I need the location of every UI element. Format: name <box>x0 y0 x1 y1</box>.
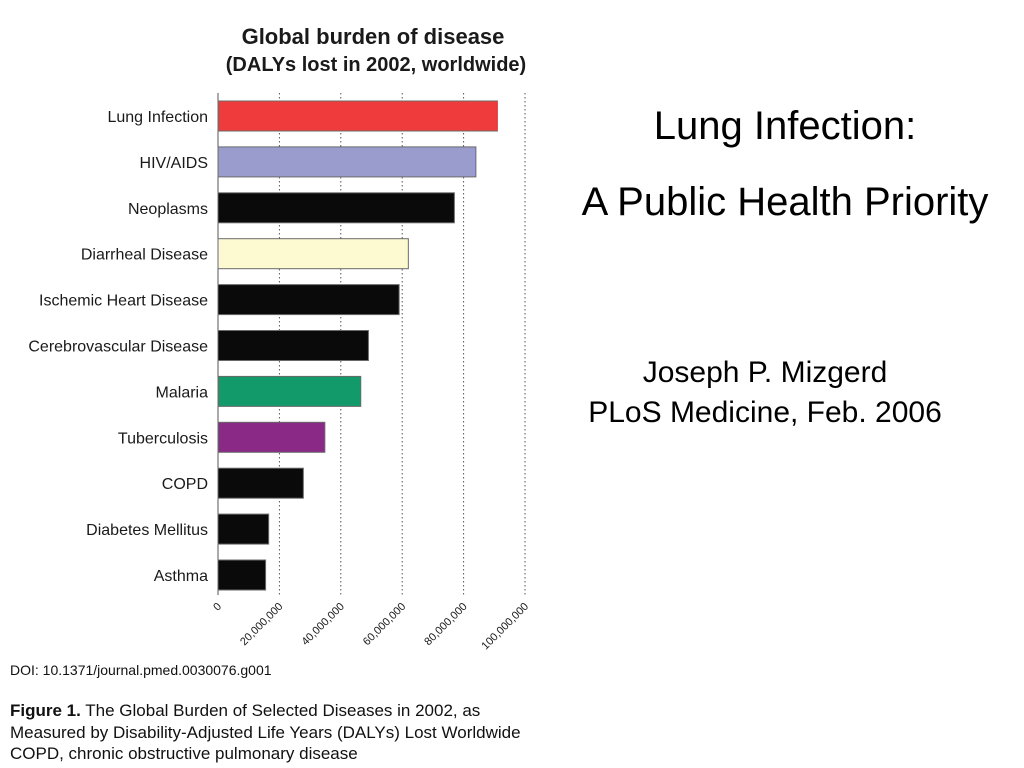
category-label: COPD <box>162 476 208 493</box>
category-label: Asthma <box>154 568 208 585</box>
x-tick-label: 80,000,000 <box>422 601 469 648</box>
bar <box>217 100 498 132</box>
citation-author: Joseph P. Mizgerd <box>642 356 888 389</box>
slide-title-line2: A Public Health Priority <box>581 180 989 224</box>
bar <box>217 421 326 453</box>
category-label: Diarrheal Disease <box>81 247 208 264</box>
category-label: Diabetes Mellitus <box>86 522 208 539</box>
caption-text: The Global Burden of Selected Diseases i… <box>10 701 521 742</box>
figure-doi: DOI: 10.1371/journal.pmed.0030076.g001 <box>10 662 272 678</box>
chart-title: Global burden of disease <box>242 24 505 49</box>
bars <box>217 100 498 591</box>
x-tick-label: 20,000,000 <box>238 601 285 648</box>
category-label: Tuberculosis <box>118 430 208 447</box>
figure-caption: Figure 1. The Global Burden of Selected … <box>10 700 550 744</box>
disease-burden-chart: Global burden of disease (DALYs lost in … <box>28 24 531 653</box>
x-axis-ticks: 0 20,000,000 40,000,000 60,000,000 80,000,00… <box>211 601 531 653</box>
category-label: HIV/AIDS <box>140 155 208 172</box>
bar <box>217 284 400 316</box>
category-label: Malaria <box>156 384 209 401</box>
slide-title-line1: Lung Infection: <box>653 104 917 148</box>
category-label: Ischemic Heart Disease <box>39 293 208 310</box>
citation-journal: PLoS Medicine, Feb. 2006 <box>588 396 942 429</box>
x-tick-label: 100,000,000 <box>479 601 531 653</box>
bar <box>217 467 304 499</box>
bar <box>217 146 477 178</box>
x-tick-label: 40,000,000 <box>300 601 347 648</box>
bar <box>217 375 362 407</box>
bar <box>217 330 369 361</box>
caption-label: Figure 1. <box>10 701 81 720</box>
category-label: Lung Infection <box>107 109 208 126</box>
bar <box>217 513 270 545</box>
bar <box>217 192 455 224</box>
bar <box>217 238 409 270</box>
x-tick-label: 60,000,000 <box>361 601 408 648</box>
chart-subtitle: (DALYs lost in 2002, worldwide) <box>226 54 526 76</box>
figure-note: COPD, chronic obstructive pulmonary dise… <box>10 744 358 763</box>
bar <box>217 559 267 591</box>
category-labels: Lung Infection HIV/AIDS Neoplasms Diarrheal… <box>28 109 208 585</box>
x-tick-label: 0 <box>211 601 224 614</box>
category-label: Neoplasms <box>128 201 208 218</box>
category-label: Cerebrovascular Disease <box>28 339 208 356</box>
